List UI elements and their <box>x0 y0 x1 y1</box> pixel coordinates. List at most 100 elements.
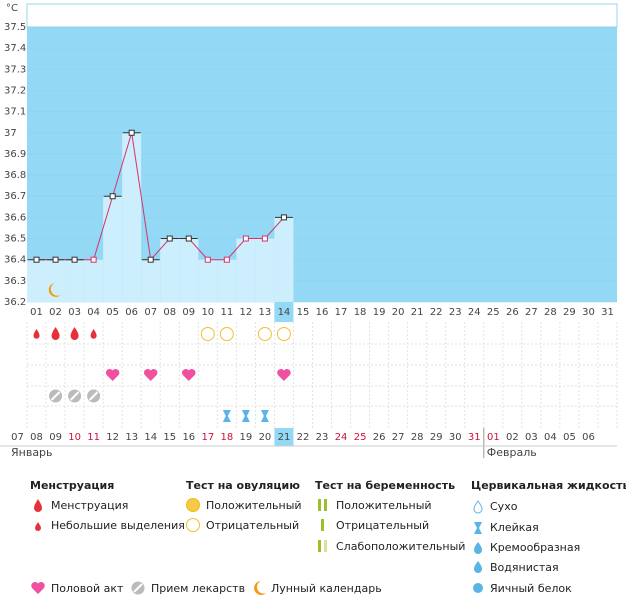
temp-column <box>236 238 256 302</box>
x-tick-label: 02 <box>49 307 62 318</box>
x-tick-label: 04 <box>87 307 100 318</box>
legend-icon <box>254 581 266 595</box>
y-tick-label: 36.7 <box>4 191 26 202</box>
x-tick-label: 26 <box>506 307 519 318</box>
temperature-point <box>71 256 78 263</box>
temperature-point <box>166 235 173 242</box>
date-label: 05 <box>563 432 576 443</box>
drop-icon <box>51 327 60 340</box>
temperature-point <box>185 235 192 242</box>
temp-column <box>103 196 123 302</box>
date-label: 24 <box>335 432 348 443</box>
temp-column <box>274 217 294 302</box>
ovulation-icon <box>219 327 234 341</box>
date-label: 18 <box>221 432 234 443</box>
legend-item: Слабоположительный <box>336 540 465 553</box>
heart-icon <box>143 369 158 381</box>
legend-icon <box>35 522 41 531</box>
x-tick-label: 07 <box>144 307 157 318</box>
x-tick-label: 25 <box>487 307 500 318</box>
y-tick-label: 36.8 <box>4 170 26 181</box>
x-tick-label: 10 <box>201 307 214 318</box>
x-tick-label: 24 <box>468 307 481 318</box>
y-tick-label: 37.1 <box>4 107 26 118</box>
x-tick-label: 08 <box>163 307 176 318</box>
x-tick-label: 03 <box>68 307 81 318</box>
unit-label: °C <box>6 3 18 14</box>
month-label: Февраль <box>487 446 537 459</box>
date-label: 26 <box>373 432 386 443</box>
x-tick-label: 01 <box>30 307 43 318</box>
ovulation-icon <box>276 327 291 341</box>
legend-icon <box>31 582 45 594</box>
date-label: 29 <box>430 432 443 443</box>
date-label: 31 <box>468 432 481 443</box>
temp-column <box>27 259 47 302</box>
date-label: 03 <box>525 432 538 443</box>
legend-icon <box>474 522 482 534</box>
date-label: 15 <box>163 432 176 443</box>
x-tick-label: 11 <box>220 307 233 318</box>
temp-column <box>65 259 85 302</box>
drop-icon <box>90 329 97 339</box>
y-tick-label: 37.5 <box>4 22 26 33</box>
temperature-point <box>223 256 230 263</box>
legend: Менструация Менструация Небольшие выделе… <box>30 479 626 595</box>
y-tick-label: 37 <box>4 128 17 139</box>
date-label: 02 <box>506 432 519 443</box>
cervical-icon <box>260 410 269 422</box>
legend-item: Прием лекарств <box>151 582 245 595</box>
y-tick-label: 36.4 <box>4 255 26 266</box>
date-label: 13 <box>125 432 138 443</box>
x-tick-label: 22 <box>430 307 443 318</box>
temperature-point <box>280 214 287 221</box>
y-tick-label: 36.9 <box>4 149 26 160</box>
temp-column <box>255 238 275 302</box>
temperature-point <box>90 256 97 263</box>
drop-icon <box>70 327 79 340</box>
temperature-point <box>147 256 154 263</box>
temperature-point <box>204 256 211 263</box>
temp-column <box>217 259 237 302</box>
temp-column <box>179 238 199 302</box>
date-label: 30 <box>449 432 462 443</box>
x-tick-label: 19 <box>373 307 386 318</box>
x-tick-label: 30 <box>582 307 595 318</box>
heart-icon <box>182 369 196 381</box>
heart-icon <box>105 369 120 381</box>
legend-icon <box>321 519 324 531</box>
moon-icon <box>48 283 61 297</box>
legend-icon <box>186 498 200 512</box>
temp-column <box>84 259 104 302</box>
x-tick-label: 13 <box>259 307 272 318</box>
legend-icon <box>474 561 482 573</box>
date-label: 28 <box>411 432 424 443</box>
legend-item: Сухо <box>490 500 518 513</box>
x-tick-label: 28 <box>544 307 557 318</box>
legend-icon <box>324 499 327 511</box>
legend-item: Отрицательный <box>336 519 429 532</box>
pill-slash <box>69 391 80 401</box>
temperature-point <box>242 235 249 242</box>
legend-title: Тест на овуляцию <box>186 479 300 492</box>
legend-item: Небольшие выделения <box>51 519 185 532</box>
date-label: 10 <box>68 432 81 443</box>
month-label: Январь <box>11 446 53 459</box>
y-tick-label: 36.6 <box>4 212 26 223</box>
date-label: 08 <box>30 432 43 443</box>
date-label: 25 <box>354 432 367 443</box>
date-label: 20 <box>259 432 272 443</box>
y-tick-label: 36.2 <box>4 297 26 308</box>
y-tick-label: 37.2 <box>4 85 26 96</box>
date-label: 19 <box>240 432 253 443</box>
temp-column <box>198 259 218 302</box>
date-label: 17 <box>201 432 214 443</box>
legend-icon <box>318 540 321 552</box>
x-tick-label: 27 <box>525 307 538 318</box>
legend-icon <box>474 542 482 554</box>
heart-icon <box>277 369 291 381</box>
ovulation-icon <box>200 327 215 341</box>
date-label: 22 <box>297 432 310 443</box>
legend-item: Половой акт <box>51 582 124 595</box>
